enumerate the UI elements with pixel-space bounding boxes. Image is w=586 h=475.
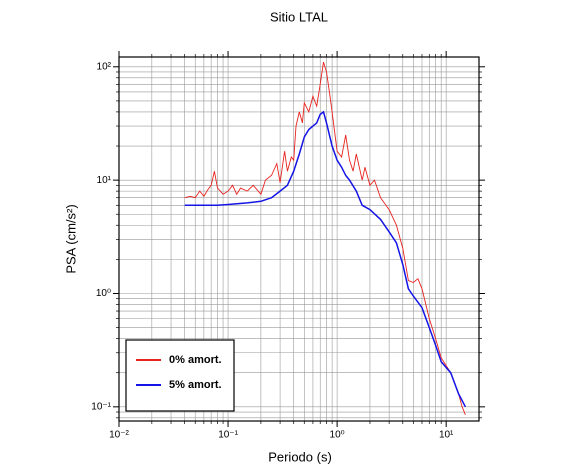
x-tick-label: 10⁻² <box>109 430 129 441</box>
y-tick-label: 10¹ <box>97 175 112 186</box>
chart-title: Sitio LTAL <box>270 9 328 24</box>
x-tick-label: 10⁻¹ <box>218 430 238 441</box>
y-axis-label: PSA (cm/s²) <box>63 204 78 273</box>
series-line <box>184 61 466 415</box>
legend-box <box>125 339 235 412</box>
legend-label: 0% amort. <box>169 354 222 366</box>
y-tick-label: 10⁰ <box>96 288 111 299</box>
plot-frame <box>118 56 480 422</box>
y-tick-label: 10² <box>97 61 112 72</box>
legend-label: 5% amort. <box>169 379 222 391</box>
x-tick-label: 10⁰ <box>330 430 345 441</box>
series-line <box>184 110 467 408</box>
x-axis-label: Periodo (s) <box>268 449 332 464</box>
x-tick-label: 10¹ <box>439 430 454 441</box>
y-tick-label: 10⁻¹ <box>91 401 111 412</box>
